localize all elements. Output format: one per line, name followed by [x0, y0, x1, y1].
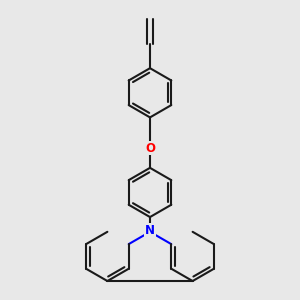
Text: N: N	[145, 224, 155, 237]
Text: O: O	[145, 142, 155, 155]
